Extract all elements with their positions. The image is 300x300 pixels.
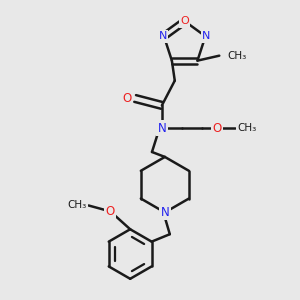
- Text: N: N: [159, 31, 167, 41]
- Text: O: O: [123, 92, 132, 105]
- Text: CH₃: CH₃: [227, 51, 247, 61]
- Text: N: N: [202, 31, 211, 41]
- Text: N: N: [158, 122, 166, 135]
- Text: O: O: [106, 205, 115, 218]
- Text: N: N: [160, 206, 169, 219]
- Text: CH₃: CH₃: [237, 123, 256, 133]
- Text: O: O: [180, 16, 189, 26]
- Text: O: O: [213, 122, 222, 135]
- Text: CH₃: CH₃: [67, 200, 87, 211]
